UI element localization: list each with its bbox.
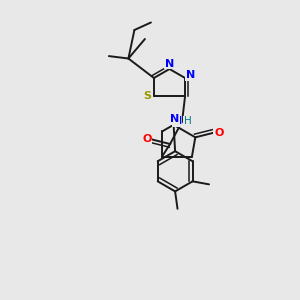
Text: N: N	[170, 114, 180, 124]
Text: N: N	[186, 70, 195, 80]
Text: O: O	[142, 134, 152, 144]
Text: N: N	[165, 58, 174, 69]
Text: O: O	[214, 128, 224, 138]
Text: N: N	[173, 116, 182, 127]
Text: S: S	[143, 91, 151, 101]
Text: H: H	[184, 116, 191, 127]
